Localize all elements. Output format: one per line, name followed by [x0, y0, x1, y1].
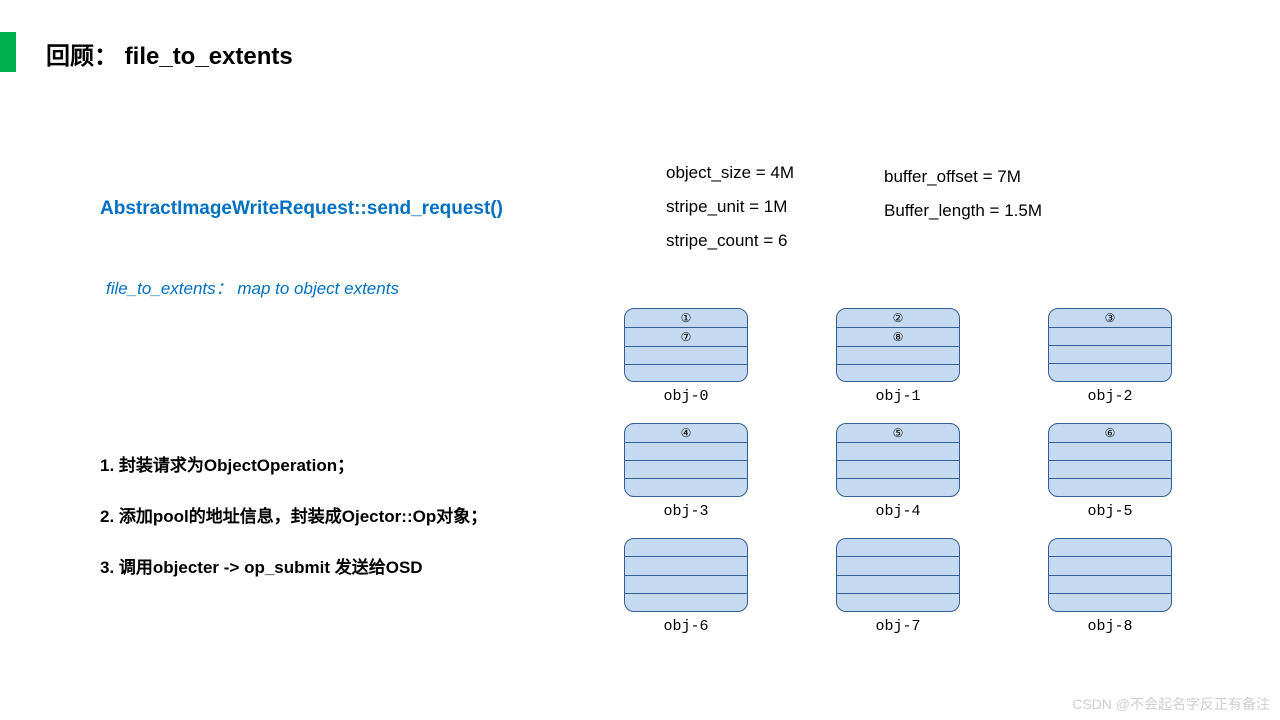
stripe [837, 365, 959, 382]
accent-bar [0, 32, 16, 72]
object-cell: obj-8 [1048, 538, 1172, 635]
param-line: stripe_count = 6 [666, 224, 794, 258]
object-label: obj-6 [663, 618, 708, 635]
object-label: obj-5 [1087, 503, 1132, 520]
page-title: 回顾： file_to_extents [46, 36, 293, 71]
stripe [837, 461, 959, 479]
object-cell: obj-6 [624, 538, 748, 635]
stripe [625, 443, 747, 461]
object-cell: ④ obj-3 [624, 423, 748, 520]
object-row: obj-6 obj-7 obj-8 [624, 538, 1172, 635]
stripe [837, 347, 959, 365]
stripe [837, 576, 959, 594]
object-label: obj-8 [1087, 618, 1132, 635]
stripe [837, 539, 959, 557]
object-label: obj-3 [663, 503, 708, 520]
stripe: ⑦ [625, 328, 747, 347]
param-line: buffer_offset = 7M [884, 160, 1042, 194]
stripe [837, 594, 959, 611]
step-item: 1. 封装请求为ObjectOperation； [100, 440, 487, 491]
object-box: ⑤ [836, 423, 960, 497]
object-label: obj-4 [875, 503, 920, 520]
stripe [625, 365, 747, 382]
subtitle: file_to_extents： map to object extents [106, 274, 399, 299]
step-item: 2. 添加pool的地址信息，封装成Ojector::Op对象； [100, 491, 487, 542]
object-box [1048, 538, 1172, 612]
params-left: object_size = 4M stripe_unit = 1M stripe… [666, 156, 794, 258]
stripe: ⑧ [837, 328, 959, 347]
object-cell: ①⑦ obj-0 [624, 308, 748, 405]
object-box: ④ [624, 423, 748, 497]
object-grid: ①⑦ obj-0 ②⑧ obj-1 ③ obj-2 ④ obj-3 ⑤ obj-4 ⑥ obj-5 ob… [624, 308, 1172, 653]
object-row: ④ obj-3 ⑤ obj-4 ⑥ obj-5 [624, 423, 1172, 520]
object-cell: ②⑧ obj-1 [836, 308, 960, 405]
stripe [837, 557, 959, 575]
object-box [624, 538, 748, 612]
stripe [1049, 443, 1171, 461]
stripe [1049, 328, 1171, 346]
function-name: AbstractImageWriteRequest::send_request(… [100, 198, 503, 220]
param-line: stripe_unit = 1M [666, 190, 794, 224]
object-cell: obj-7 [836, 538, 960, 635]
stripe [625, 557, 747, 575]
stripe [625, 576, 747, 594]
stripe: ② [837, 309, 959, 328]
stripe [1049, 461, 1171, 479]
object-cell: ⑥ obj-5 [1048, 423, 1172, 520]
stripe [837, 479, 959, 496]
stripe [1049, 539, 1171, 557]
watermark: CSDN @不会起名字反正有备注 [1072, 694, 1270, 714]
stripe [1049, 576, 1171, 594]
stripe [625, 461, 747, 479]
stripe [1049, 346, 1171, 364]
stripe: ⑤ [837, 424, 959, 443]
object-cell: ⑤ obj-4 [836, 423, 960, 520]
object-label: obj-2 [1087, 388, 1132, 405]
stripe [1049, 557, 1171, 575]
param-line: object_size = 4M [666, 156, 794, 190]
object-box: ③ [1048, 308, 1172, 382]
stripe [1049, 479, 1171, 496]
object-box: ⑥ [1048, 423, 1172, 497]
stripe [625, 479, 747, 496]
object-label: obj-1 [875, 388, 920, 405]
stripe [625, 539, 747, 557]
object-box: ①⑦ [624, 308, 748, 382]
steps-list: 1. 封装请求为ObjectOperation； 2. 添加pool的地址信息，… [100, 440, 487, 593]
stripe: ④ [625, 424, 747, 443]
stripe [625, 347, 747, 365]
stripe [1049, 364, 1171, 381]
stripe [837, 443, 959, 461]
stripe: ⑥ [1049, 424, 1171, 443]
object-label: obj-0 [663, 388, 708, 405]
stripe: ③ [1049, 309, 1171, 328]
object-box: ②⑧ [836, 308, 960, 382]
stripe [625, 594, 747, 611]
param-line: Buffer_length = 1.5M [884, 194, 1042, 228]
params-right: buffer_offset = 7M Buffer_length = 1.5M [884, 160, 1042, 228]
object-row: ①⑦ obj-0 ②⑧ obj-1 ③ obj-2 [624, 308, 1172, 405]
stripe [1049, 594, 1171, 611]
object-box [836, 538, 960, 612]
object-label: obj-7 [875, 618, 920, 635]
object-cell: ③ obj-2 [1048, 308, 1172, 405]
stripe: ① [625, 309, 747, 328]
step-item: 3. 调用objecter -> op_submit 发送给OSD [100, 542, 487, 593]
